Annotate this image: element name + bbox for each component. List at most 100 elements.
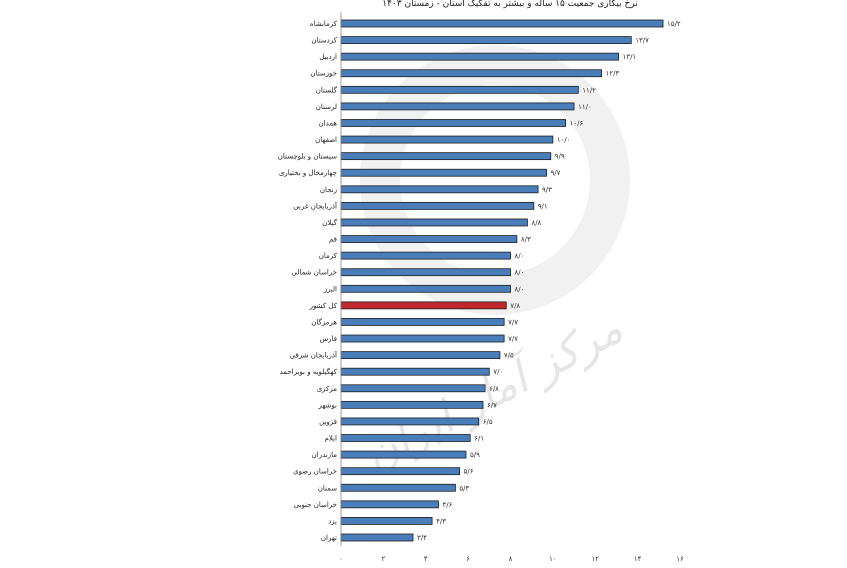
category-label: سیستان و بلوچستان xyxy=(278,153,337,161)
category-label: لرستان xyxy=(316,103,337,111)
bar xyxy=(340,268,511,277)
value-label: ۸/۳ xyxy=(521,236,531,244)
value-label: ۸/۰ xyxy=(515,285,525,293)
category-label: گلستان xyxy=(316,85,338,94)
category-label: هرمزگان xyxy=(311,317,337,326)
x-tick-label: ۱۰ xyxy=(549,555,557,563)
value-label: ۴/۳ xyxy=(436,517,446,525)
category-label: قم xyxy=(329,236,337,244)
value-label: ۵/۴ xyxy=(459,484,469,492)
value-label: ۷/۷ xyxy=(508,318,518,326)
category-label: مرکزی xyxy=(317,385,338,393)
category-label: فارس xyxy=(320,335,337,343)
x-tick-label: ۲ xyxy=(381,555,385,563)
bar xyxy=(340,517,433,525)
x-tick-label: ۸ xyxy=(509,555,513,563)
x-tick-label: ۱۲ xyxy=(591,555,599,563)
bar xyxy=(340,185,539,194)
bar xyxy=(340,119,566,127)
bar xyxy=(340,533,414,542)
bar xyxy=(340,85,579,94)
value-label: ۸/۰ xyxy=(515,252,525,260)
value-label: ۱۳/۷ xyxy=(635,37,649,45)
bar xyxy=(340,450,467,459)
bar xyxy=(340,36,632,44)
bars-group: کرمانشاه ۱۵/۲ کردستان ۱۳/۷ اردبیل ۱۳/۱ خوزستان… xyxy=(278,19,681,542)
category-label: آذربایجان شرقی xyxy=(290,351,338,360)
category-label: کرمانشاه xyxy=(310,20,338,28)
bar xyxy=(340,318,505,326)
bar xyxy=(340,251,511,260)
category-label: اصفهان xyxy=(315,136,337,144)
category-label: خوزستان xyxy=(310,70,337,78)
x-tick-label: ۱۴ xyxy=(634,555,642,563)
bar xyxy=(340,301,507,310)
bar xyxy=(340,367,490,376)
value-label: ۹/۷ xyxy=(551,169,561,177)
category-label: البرز xyxy=(323,285,337,293)
bar xyxy=(340,417,480,426)
value-label: ۷/۷ xyxy=(508,335,518,343)
value-label: ۱۰/۰ xyxy=(557,136,571,144)
bar xyxy=(340,218,528,227)
bar xyxy=(340,467,461,476)
bar xyxy=(340,351,501,360)
value-label: ۷/۵ xyxy=(504,352,514,360)
value-label: ۹/۱ xyxy=(538,202,548,210)
category-label: کل کشور xyxy=(309,302,338,310)
value-label: ۱۱/۲ xyxy=(582,86,596,94)
bar xyxy=(340,52,619,61)
category-label: اردبیل xyxy=(319,53,337,61)
bar xyxy=(340,102,575,111)
category-label: آذربایجان غربی xyxy=(293,201,338,210)
bar xyxy=(340,334,505,343)
value-label: ۱۵/۲ xyxy=(667,20,681,28)
category-label: کرمان xyxy=(319,252,338,260)
value-label: ۵/۹ xyxy=(470,451,480,459)
category-label: سمنان xyxy=(318,484,337,492)
value-label: ۱۲/۳ xyxy=(606,70,620,78)
bar xyxy=(340,201,535,210)
bar xyxy=(340,235,518,243)
value-label: ۳/۴ xyxy=(417,534,427,542)
value-label: ۶/۷ xyxy=(487,401,497,409)
x-tick-label: ۶ xyxy=(466,555,470,563)
bar xyxy=(340,384,486,393)
value-label: ۹/۳ xyxy=(542,186,552,194)
value-label: ۹/۹ xyxy=(555,153,565,161)
category-label: ایلام xyxy=(325,435,337,443)
category-label: خراسان رضوی xyxy=(293,468,337,476)
value-label: ۶/۸ xyxy=(489,385,499,393)
chart-title: نرخ بیکاری جمعیت ۱۵ ساله و بیشتر به تفکی… xyxy=(382,0,638,9)
category-label: قزوین xyxy=(319,418,337,426)
value-label: ۸/۰ xyxy=(515,269,525,277)
bar xyxy=(340,19,664,28)
value-label: ۶/۵ xyxy=(483,418,493,426)
value-label: ۴/۶ xyxy=(442,501,452,509)
value-label: ۱۱/۰ xyxy=(578,103,592,111)
value-label: ۷/۸ xyxy=(510,302,520,310)
value-label: ۸/۸ xyxy=(531,219,541,227)
category-label: کردستان xyxy=(311,37,337,45)
category-label: گیلان xyxy=(322,218,337,227)
value-label: ۷/۰ xyxy=(493,368,503,376)
category-label: همدان xyxy=(319,119,338,127)
category-label: تهران xyxy=(321,534,337,542)
category-label: یزد xyxy=(328,517,337,525)
value-label: ۵/۶ xyxy=(464,468,474,476)
bar xyxy=(340,500,439,509)
category-label: چهارمحال و بختیاری xyxy=(279,169,337,177)
value-label: ۱۳/۱ xyxy=(623,53,637,61)
category-label: مازندران xyxy=(312,451,338,459)
bar xyxy=(340,152,552,161)
value-label: ۱۰/۶ xyxy=(570,119,584,127)
bar xyxy=(340,69,603,78)
bar xyxy=(340,434,471,442)
bar xyxy=(340,400,484,409)
category-label: خراسان شمالی xyxy=(291,269,337,277)
bar xyxy=(340,135,554,144)
bar xyxy=(340,483,456,492)
x-axis: ۰ ۲ ۴ ۶ ۸ ۱۰ ۱۲ ۱۴ ۱۶ xyxy=(339,12,684,563)
x-tick-label: ۱۶ xyxy=(676,555,684,563)
